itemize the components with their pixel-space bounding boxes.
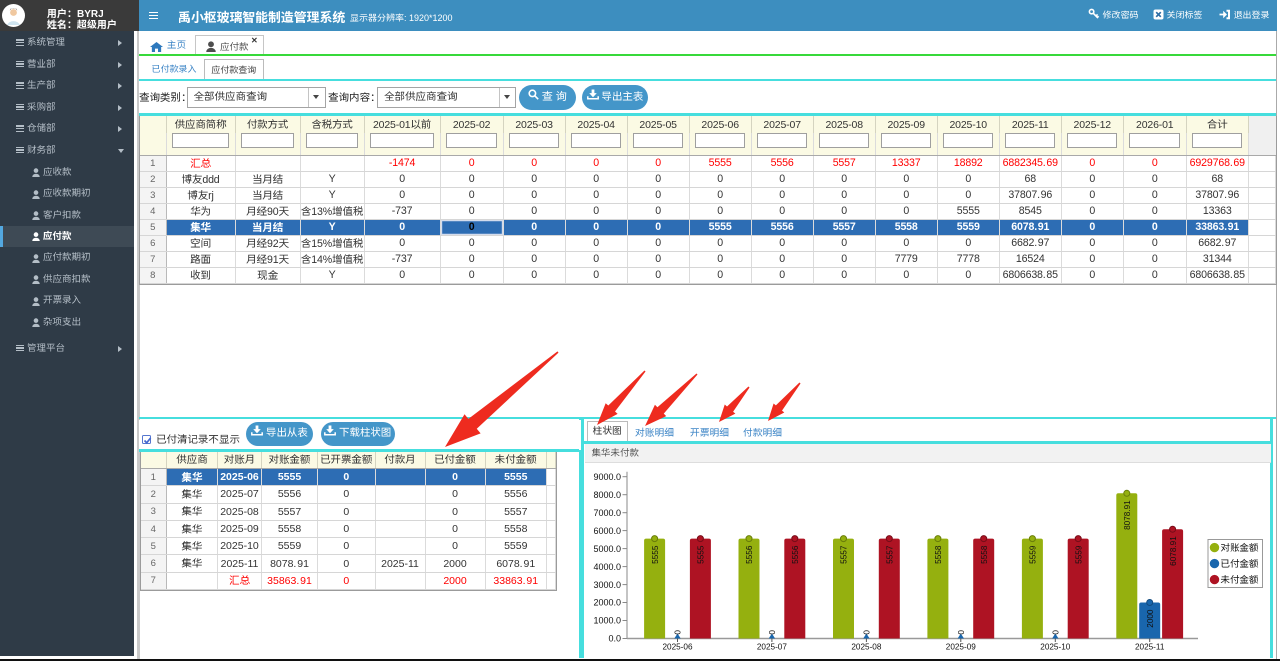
svg-text:0: 0	[863, 630, 872, 635]
svg-text:2025-07: 2025-07	[757, 643, 787, 652]
svg-text:5559: 5559	[1029, 545, 1038, 564]
svg-text:5557: 5557	[886, 545, 895, 564]
svg-text:8000.0: 8000.0	[593, 490, 621, 500]
svg-text:1000.0: 1000.0	[593, 616, 621, 626]
svg-text:8078.91: 8078.91	[1123, 500, 1132, 530]
svg-text:0: 0	[768, 630, 777, 635]
svg-text:5555: 5555	[651, 545, 660, 564]
svg-text:2000.0: 2000.0	[593, 598, 621, 608]
svg-text:2000: 2000	[1146, 609, 1155, 628]
svg-text:2025-06: 2025-06	[662, 643, 692, 652]
svg-text:5559: 5559	[1074, 545, 1083, 564]
svg-text:4000.0: 4000.0	[593, 562, 621, 572]
svg-text:7000.0: 7000.0	[593, 508, 621, 518]
svg-text:5556: 5556	[745, 545, 754, 564]
svg-text:3000.0: 3000.0	[593, 580, 621, 590]
svg-text:0: 0	[674, 630, 683, 635]
svg-text:5556: 5556	[791, 545, 800, 564]
svg-text:0.0: 0.0	[608, 634, 621, 644]
svg-text:0: 0	[1052, 630, 1061, 635]
svg-text:5558: 5558	[980, 545, 989, 564]
svg-text:已付金额: 已付金额	[1221, 558, 1260, 570]
svg-text:6000.0: 6000.0	[593, 526, 621, 536]
svg-text:5000.0: 5000.0	[593, 544, 621, 554]
svg-text:5557: 5557	[840, 545, 849, 564]
svg-text:2025-09: 2025-09	[946, 643, 976, 652]
svg-text:2025-10: 2025-10	[1040, 643, 1070, 652]
svg-text:2025-08: 2025-08	[851, 643, 881, 652]
svg-text:6078.91: 6078.91	[1169, 536, 1178, 566]
svg-text:5558: 5558	[934, 545, 943, 564]
svg-text:0: 0	[957, 630, 966, 635]
svg-text:9000.0: 9000.0	[593, 472, 621, 482]
svg-text:5555: 5555	[697, 545, 706, 564]
svg-text:2025-11: 2025-11	[1135, 643, 1165, 652]
svg-text:未付金额: 未付金额	[1221, 574, 1260, 586]
svg-text:对账金额: 对账金额	[1221, 542, 1260, 554]
